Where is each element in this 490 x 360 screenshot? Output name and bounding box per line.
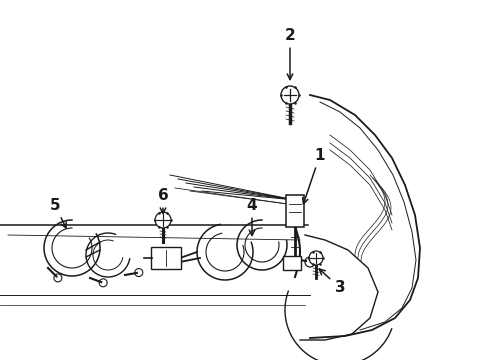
FancyBboxPatch shape xyxy=(283,256,301,270)
FancyBboxPatch shape xyxy=(151,247,181,269)
Text: 5: 5 xyxy=(49,198,66,228)
Text: 3: 3 xyxy=(319,269,345,296)
Circle shape xyxy=(155,212,171,228)
Text: 1: 1 xyxy=(303,148,325,204)
Text: 6: 6 xyxy=(158,188,169,213)
Circle shape xyxy=(309,251,323,265)
Circle shape xyxy=(281,86,299,104)
FancyBboxPatch shape xyxy=(286,195,304,227)
Text: 4: 4 xyxy=(246,198,257,235)
Text: 2: 2 xyxy=(285,27,295,80)
